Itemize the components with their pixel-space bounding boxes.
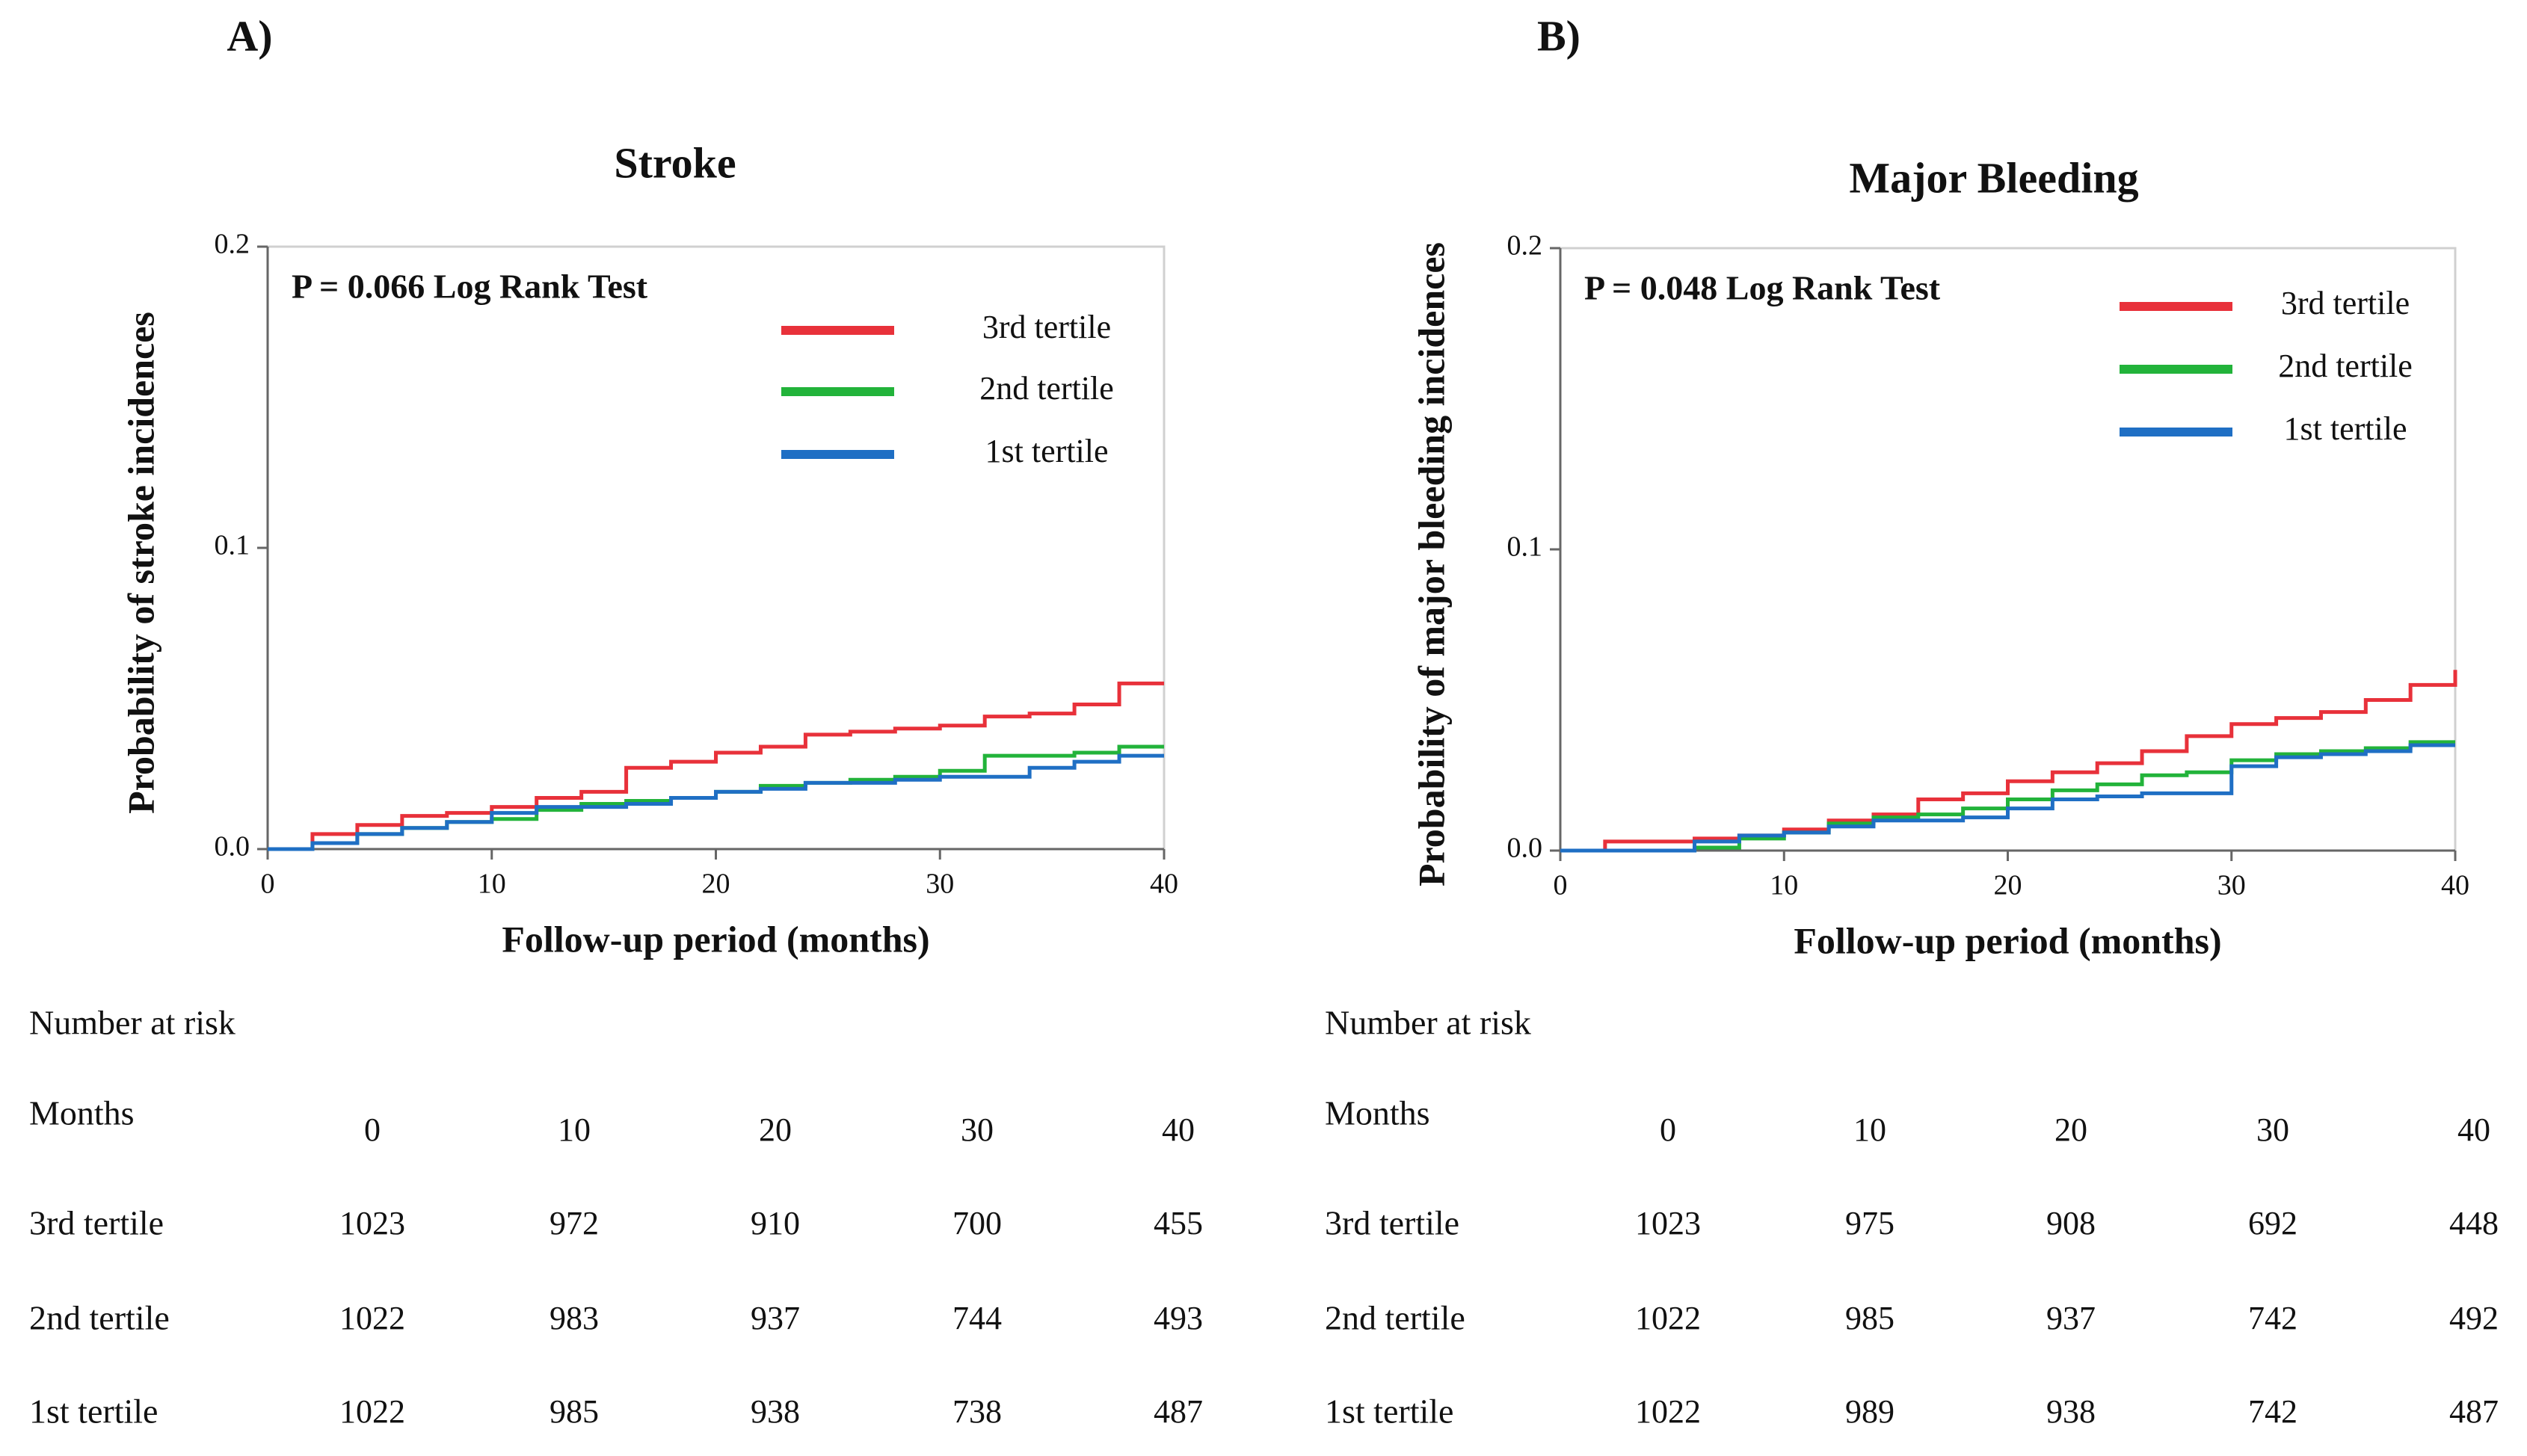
risk-value: 972 — [550, 1205, 599, 1241]
risk-value: 985 — [1845, 1300, 1895, 1336]
x-tick-label: 0 — [1554, 870, 1568, 901]
risk-value: 455 — [1154, 1205, 1203, 1241]
km-curve — [268, 681, 1164, 851]
risk-value: 989 — [1845, 1393, 1895, 1430]
risk-value: 1022 — [339, 1300, 405, 1336]
risk-value: 1022 — [339, 1393, 405, 1430]
y-tick-label: 0.2 — [1507, 230, 1543, 262]
risk-value: 908 — [2046, 1205, 2096, 1241]
legend-label: 3rd tertile — [2281, 285, 2410, 321]
km-curve — [1560, 740, 2455, 853]
chart-title: Stroke — [614, 138, 736, 187]
panel-label: A) — [227, 11, 272, 60]
legend-label: 3rd tertile — [982, 309, 1111, 345]
risk-value: 1022 — [1635, 1300, 1701, 1336]
x-tick-label: 40 — [2441, 870, 2469, 901]
risk-row-name: 2nd tertile — [29, 1299, 170, 1337]
months-value: 30 — [961, 1111, 994, 1148]
risk-value: 1022 — [1635, 1393, 1701, 1430]
risk-row-name: 2nd tertile — [1325, 1299, 1465, 1337]
risk-value: 937 — [2046, 1300, 2096, 1336]
x-tick-label: 30 — [2217, 870, 2246, 901]
x-tick-label: 10 — [478, 869, 506, 900]
legend-label: 1st tertile — [985, 433, 1109, 469]
chart-title: Major Bleeding — [1849, 153, 2138, 202]
risk-value: 985 — [550, 1393, 599, 1430]
risk-value: 1023 — [339, 1205, 405, 1241]
risk-value: 487 — [2449, 1393, 2499, 1430]
x-axis-label: Follow-up period (months) — [502, 918, 929, 960]
risk-value: 487 — [1154, 1393, 1203, 1430]
risk-value: 975 — [1845, 1205, 1895, 1241]
risk-value: 938 — [2046, 1393, 2096, 1430]
risk-value: 983 — [550, 1300, 599, 1336]
months-value: 20 — [2054, 1111, 2087, 1148]
risk-value: 937 — [751, 1300, 800, 1336]
km-curve — [268, 753, 1164, 851]
y-tick-label: 0.1 — [215, 530, 250, 561]
months-value: 40 — [2457, 1111, 2490, 1148]
months-value: 10 — [1853, 1111, 1886, 1148]
months-label: Months — [1325, 1094, 1430, 1132]
risk-row-name: 1st tertile — [29, 1392, 158, 1431]
risk-value: 910 — [751, 1205, 800, 1241]
risk-value: 744 — [952, 1300, 1002, 1336]
legend-label: 2nd tertile — [979, 370, 1114, 407]
y-tick-label: 0.1 — [1507, 531, 1543, 563]
x-tick-label: 30 — [926, 869, 954, 900]
panel-label: B) — [1537, 11, 1580, 60]
y-axis-label: Probability of stroke incidences — [120, 312, 161, 814]
x-tick-label: 40 — [1150, 869, 1178, 900]
months-label: Months — [29, 1094, 135, 1132]
risk-title: Number at risk — [1325, 1004, 1531, 1042]
y-tick-label: 0.0 — [1507, 833, 1543, 864]
x-tick-label: 0 — [261, 869, 275, 900]
risk-value: 1023 — [1635, 1205, 1701, 1241]
y-tick-label: 0.2 — [215, 229, 250, 260]
y-tick-label: 0.0 — [215, 831, 250, 863]
annotation: P = 0.066 Log Rank Test — [292, 268, 648, 306]
risk-value: 493 — [1154, 1300, 1203, 1336]
x-tick-label: 10 — [1770, 870, 1798, 901]
risk-value: 448 — [2449, 1205, 2499, 1241]
months-value: 30 — [2256, 1111, 2289, 1148]
km-curve — [1560, 743, 2455, 853]
months-value: 0 — [364, 1111, 381, 1148]
risk-value: 700 — [952, 1205, 1002, 1241]
x-tick-label: 20 — [1994, 870, 2022, 901]
km-curve — [1560, 670, 2457, 853]
risk-value: 742 — [2248, 1300, 2297, 1336]
risk-row-name: 3rd tertile — [29, 1204, 164, 1242]
annotation: P = 0.048 Log Rank Test — [1584, 269, 1941, 307]
x-axis-label: Follow-up period (months) — [1794, 919, 2221, 961]
x-tick-label: 20 — [702, 869, 730, 900]
risk-row-name: 3rd tertile — [1325, 1204, 1459, 1242]
legend-label: 2nd tertile — [2278, 348, 2413, 384]
risk-value: 492 — [2449, 1300, 2499, 1336]
months-value: 0 — [1660, 1111, 1676, 1148]
risk-value: 738 — [952, 1393, 1002, 1430]
risk-value: 938 — [751, 1393, 800, 1430]
months-value: 10 — [558, 1111, 591, 1148]
risk-value: 742 — [2248, 1393, 2297, 1430]
risk-title: Number at risk — [29, 1004, 236, 1042]
months-value: 20 — [759, 1111, 792, 1148]
months-value: 40 — [1162, 1111, 1195, 1148]
risk-row-name: 1st tertile — [1325, 1392, 1453, 1431]
legend-label: 1st tertile — [2284, 410, 2407, 447]
risk-value: 692 — [2248, 1205, 2297, 1241]
plot-frame — [1559, 247, 2457, 852]
y-axis-label: Probability of major bleeding incidences — [1410, 242, 1452, 886]
